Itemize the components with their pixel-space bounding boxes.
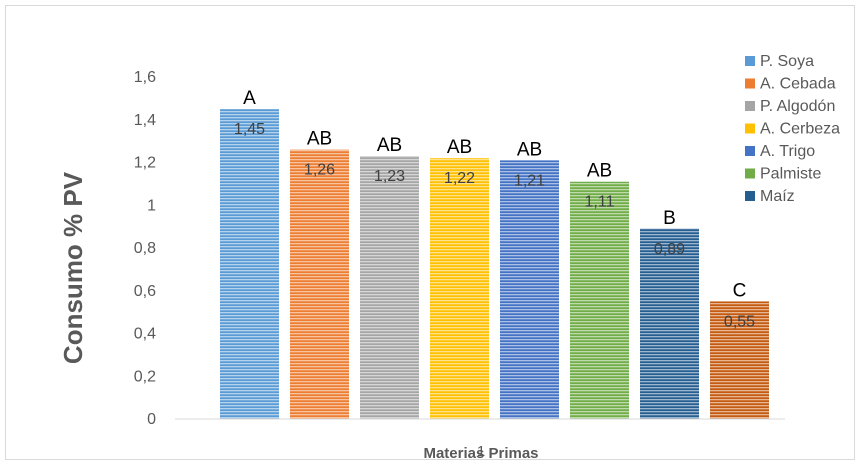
legend-label: Palmiste — [760, 166, 821, 183]
y-tick-label: 0,8 — [134, 240, 156, 257]
bar-value-label: 1,23 — [374, 168, 405, 185]
bar-stripe-overlay — [500, 160, 559, 420]
y-tick-label: 1 — [147, 197, 156, 214]
legend-label: A. Cebada — [760, 76, 836, 93]
bar-group-letter: AB — [587, 161, 612, 182]
legend-swatch — [745, 78, 755, 89]
legend-label: P. Soya — [760, 53, 814, 70]
bar-value-label: 1,45 — [234, 121, 265, 138]
legend-swatch — [745, 168, 755, 179]
chart-frame — [5, 5, 855, 460]
legend-swatch — [745, 191, 755, 201]
bar-labels-group: 1,45 A 1,26 AB 1,23 AB 1,22 AB 1,21 AB 1,11 AB 0,89 B… — [234, 88, 755, 330]
legend-swatch — [745, 56, 755, 66]
y-axis-tick-labels: 0 0,2 0,4 0,6 0,8 1 1,2 1,4 1,6 — [134, 69, 156, 428]
y-tick-label: 1,4 — [134, 112, 156, 129]
legend-label: Maíz — [760, 188, 795, 205]
legend-swatch — [745, 146, 755, 156]
bar-stripe-overlay — [570, 181, 629, 419]
bar-group-letter: B — [663, 208, 676, 229]
bar-group-letter: AB — [377, 135, 402, 156]
legend-swatch — [745, 101, 755, 111]
y-tick-label: 0,2 — [134, 368, 156, 385]
bar-stripe-overlay — [290, 149, 349, 420]
y-tick-label: 0,6 — [134, 283, 156, 300]
y-tick-label: 0,4 — [134, 326, 156, 343]
bar-value-label: 0,89 — [654, 241, 685, 258]
legend-label: A. Trigo — [760, 143, 815, 160]
y-tick-label: 1,2 — [134, 155, 156, 172]
bar-stripe-overlay — [220, 109, 279, 419]
bar-value-label: 0,55 — [724, 313, 755, 330]
bar-stripe-overlay — [430, 158, 489, 419]
bar-stripe-overlay — [710, 301, 769, 419]
bar-value-label: 1,22 — [444, 170, 475, 187]
y-axis-title: Consumo % PV — [58, 171, 88, 364]
x-axis-tick-label: 1 — [477, 443, 485, 460]
bar-group-letter: AB — [307, 129, 332, 150]
legend-label: A. Cerbeza — [760, 121, 840, 138]
legend-label: P. Algodón — [760, 98, 835, 115]
bar-value-label: 1,11 — [585, 194, 615, 211]
bar-group-letter: AB — [517, 139, 542, 160]
bar-value-label: 1,21 — [514, 172, 545, 189]
bar-value-label: 1,26 — [304, 162, 335, 179]
x-axis-title: Materias Primas — [423, 445, 538, 462]
bar-group-letter: AB — [447, 137, 472, 158]
bar-group-letter: C — [733, 280, 747, 301]
bars-group — [220, 109, 769, 420]
bar-group-letter: A — [243, 88, 256, 109]
legend-swatch — [745, 123, 755, 134]
y-tick-label: 1,6 — [134, 69, 156, 86]
bar-stripe-overlay — [360, 156, 419, 419]
y-tick-label: 0 — [147, 411, 156, 428]
bar-stripe-overlay — [640, 228, 699, 419]
legend: P. Soya A. Cebada P. Algodón A. Cerbeza A. T… — [745, 53, 840, 205]
